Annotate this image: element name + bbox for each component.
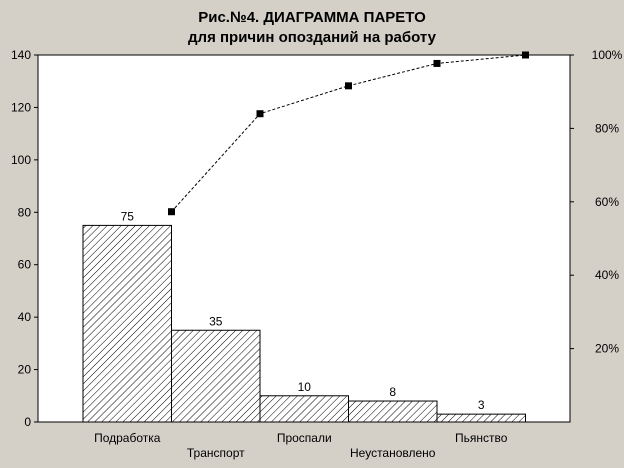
- x-tick-label: Транспорт: [187, 446, 245, 460]
- y-tick-label: 20: [18, 363, 32, 377]
- data-label: 75: [121, 209, 135, 223]
- y2-tick-label: 20%: [595, 342, 619, 356]
- cumulative-point: [168, 208, 175, 216]
- y2-tick-label: 80%: [595, 121, 619, 135]
- bar: [171, 329, 261, 423]
- x-tick-label: Проспали: [277, 431, 332, 445]
- x-tick-label: Пьянство: [455, 431, 508, 445]
- y-tick-label: 0: [24, 415, 31, 429]
- cumulative-point: [522, 51, 529, 59]
- chart-title-line1: Рис.№4. ДИАГРАММА ПАРЕТО: [198, 9, 426, 26]
- chart-title: Рис.№4. ДИАГРАММА ПАРЕТО для причин опоз…: [0, 8, 624, 48]
- data-label: 10: [298, 380, 312, 394]
- chart-title-line2: для причин опозданий на работу: [188, 29, 436, 46]
- y-tick-label: 140: [11, 48, 31, 62]
- y-tick-label: 60: [18, 258, 32, 272]
- bar: [259, 395, 349, 423]
- data-label: 3: [478, 398, 485, 412]
- bar: [436, 413, 526, 423]
- bar: [348, 400, 438, 423]
- x-tick-label: Подработка: [94, 431, 161, 445]
- cumulative-point: [256, 110, 264, 118]
- x-tick-label: Неустановлено: [350, 446, 436, 460]
- cumulative-point: [345, 82, 352, 90]
- y2-tick-label: 60%: [595, 195, 619, 209]
- cumulative-line: [171, 54, 526, 213]
- y2-tick-label: 100%: [592, 48, 623, 62]
- y-tick-label: 40: [18, 310, 32, 324]
- y-tick-label: 80: [18, 205, 32, 219]
- y2-tick-label: 40%: [595, 268, 619, 282]
- y-tick-label: 120: [11, 100, 31, 114]
- cumulative-point: [433, 59, 441, 67]
- data-label: 8: [389, 385, 396, 399]
- y-tick-label: 100: [11, 153, 31, 167]
- data-label: 35: [209, 314, 223, 328]
- bar: [82, 224, 172, 423]
